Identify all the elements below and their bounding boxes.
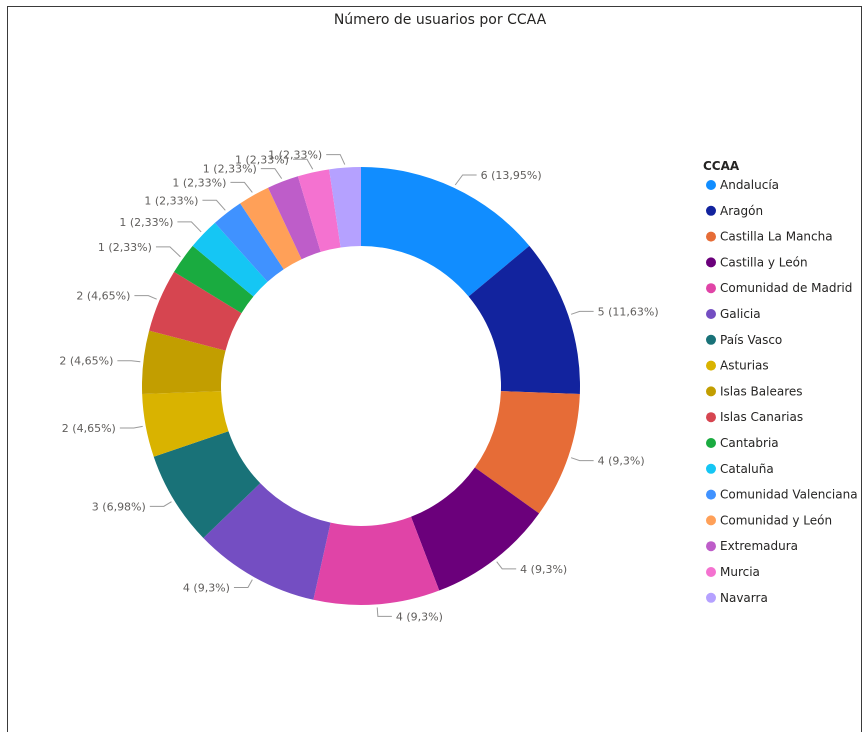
legend-marker-murcia [706, 567, 716, 577]
chart-title: Número de usuarios por CCAA [334, 12, 547, 28]
legend-marker-aragon [706, 205, 716, 216]
slice-comunidad-y-leon[interactable] [240, 187, 302, 270]
leader-line [496, 561, 517, 570]
legend-marker-islas-canarias [706, 412, 716, 423]
leader-line [233, 579, 253, 588]
data-label-islas-baleares: 2 (4,65%) [59, 355, 113, 368]
legend-marker-pais-vasco [706, 334, 716, 345]
legend-marker-comunidad-valenciana [706, 489, 716, 500]
legend-item-islas-canarias[interactable]: Islas Canarias [720, 410, 803, 424]
leader-line [570, 310, 594, 315]
legend-item-castilla-y-leon[interactable]: Castilla y León [720, 255, 808, 269]
slice-cataluna[interactable] [192, 222, 268, 297]
legend-marker-cantabria [706, 438, 716, 448]
data-label-murcia: 1 (2,33%) [235, 153, 289, 166]
leader-line [570, 457, 594, 462]
legend-marker-castilla-la-mancha [706, 231, 716, 242]
slice-navarra[interactable] [329, 167, 361, 248]
legend-item-murcia[interactable]: Murcia [720, 565, 760, 579]
data-label-comunidad-valenciana: 1 (2,33%) [144, 194, 198, 207]
slice-islas-canarias[interactable] [149, 271, 242, 351]
data-label-castilla-y-leon: 4 (9,3%) [520, 563, 567, 576]
donut-chart: Número de usuarios por CCAA 6 (13,95%) 5 … [59, 12, 858, 623]
data-label-islas-canarias: 2 (4,65%) [76, 290, 130, 303]
legend-item-cataluna[interactable]: Cataluña [720, 462, 774, 476]
legend-marker-asturias [706, 360, 716, 371]
legend-item-castilla-la-mancha[interactable]: Castilla La Mancha [720, 230, 833, 244]
data-label-asturias: 2 (4,65%) [62, 422, 116, 435]
data-label-castilla-la-mancha: 4 (9,3%) [598, 455, 645, 468]
legend-item-pais-vasco[interactable]: País Vasco [720, 333, 782, 347]
legend-marker-galicia [706, 309, 716, 319]
legend-title: CCAA [703, 159, 740, 173]
legend-marker-castilla-y-leon [706, 257, 716, 268]
data-label-comunidad-de-madrid: 4 (9,3%) [396, 610, 443, 623]
leader-line [202, 199, 226, 211]
legend-item-islas-baleares[interactable]: Islas Baleares [720, 384, 803, 398]
slice-comunidad-valenciana[interactable] [214, 203, 284, 282]
legend-marker-navarra [706, 592, 716, 603]
slice-murcia[interactable] [297, 169, 341, 252]
data-label-extremadura: 1 (2,33%) [203, 163, 257, 176]
legend-item-comunidad-valenciana[interactable]: Comunidad Valenciana [720, 488, 858, 502]
data-label-pais-vasco: 3 (6,98%) [92, 500, 146, 513]
leader-line [454, 174, 477, 186]
slice-islas-baleares[interactable] [141, 330, 226, 394]
chart-visual: Número de usuarios por CCAA 6 (13,95%) 5 … [7, 6, 862, 732]
slice-castilla-y-leon[interactable] [411, 467, 540, 591]
slice-castilla-la-mancha[interactable] [474, 391, 580, 514]
legend-item-cantabria[interactable]: Cantabria [720, 436, 779, 450]
legend-marker-andalucia [706, 180, 716, 190]
legend-marker-cataluna [706, 463, 716, 474]
data-label-cataluna: 1 (2,33%) [119, 216, 173, 229]
slice-andalucia[interactable] [361, 167, 530, 297]
data-label-galicia: 4 (9,3%) [183, 581, 230, 594]
leader-line [149, 501, 172, 507]
leader-line [260, 168, 283, 179]
slice-galicia[interactable] [203, 483, 331, 600]
data-label-navarra: 1 (2,33%) [268, 149, 322, 162]
slice-asturias[interactable] [142, 391, 229, 457]
leader-line [292, 158, 314, 170]
slice-pais-vasco[interactable] [153, 431, 261, 539]
legend-item-asturias[interactable]: Asturias [720, 359, 769, 373]
data-label-aragon: 5 (11,63%) [598, 305, 659, 318]
leader-line [230, 181, 253, 193]
legend-item-comunidad-de-madrid[interactable]: Comunidad de Madrid [720, 281, 852, 295]
legend-item-galicia[interactable]: Galicia [720, 307, 761, 321]
leader-line [326, 154, 346, 165]
legend-item-navarra[interactable]: Navarra [720, 591, 768, 605]
data-label-cantabria: 1 (2,33%) [98, 241, 152, 254]
legend-marker-extremadura [706, 541, 716, 552]
data-label-comunidad-y-leon: 1 (2,33%) [172, 176, 226, 189]
leader-line [376, 607, 392, 617]
leader-line [155, 246, 181, 258]
leader-line [117, 360, 141, 363]
legend-item-extremadura[interactable]: Extremadura [720, 539, 798, 553]
slice-cantabria[interactable] [174, 245, 254, 314]
legend-item-andalucia[interactable]: Andalucía [720, 178, 779, 192]
leader-line [134, 295, 157, 300]
leader-line [119, 425, 143, 429]
legend-item-comunidad-y-leon[interactable]: Comunidad y León [720, 513, 832, 527]
legend-marker-comunidad-y-leon [706, 515, 716, 526]
slice-comunidad-de-madrid[interactable] [313, 516, 440, 605]
leader-line [177, 221, 202, 233]
legend-marker-islas-baleares [706, 386, 716, 397]
legend-marker-comunidad-de-madrid [706, 283, 716, 294]
slice-aragon[interactable] [468, 245, 580, 394]
legend-item-aragon[interactable]: Aragón [720, 204, 763, 218]
data-label-andalucia: 6 (13,95%) [481, 169, 542, 182]
slice-extremadura[interactable] [268, 176, 321, 260]
